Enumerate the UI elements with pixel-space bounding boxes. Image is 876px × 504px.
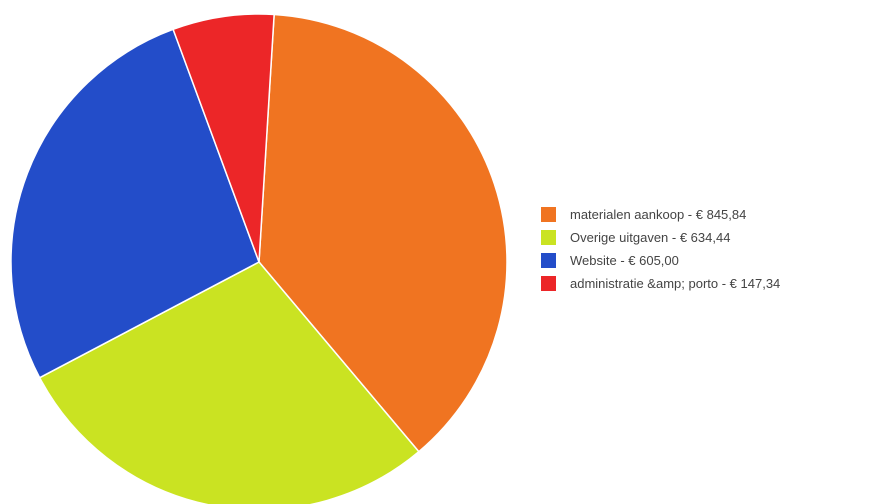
legend-label: Overige uitgaven - € 634,44 bbox=[570, 230, 731, 245]
legend-swatch bbox=[541, 276, 556, 291]
legend-label: materialen aankoop - € 845,84 bbox=[570, 207, 747, 222]
pie-slice-0 bbox=[258, 13, 508, 453]
legend-label: Website - € 605,00 bbox=[570, 253, 679, 268]
legend-item: materialen aankoop - € 845,84 bbox=[541, 203, 780, 226]
pie-slice-2 bbox=[10, 28, 260, 379]
legend-swatch bbox=[541, 230, 556, 245]
pie-slice-1 bbox=[38, 261, 420, 504]
legend-swatch bbox=[541, 253, 556, 268]
legend-label: administratie &amp; porto - € 147,34 bbox=[570, 276, 781, 291]
legend-swatch bbox=[541, 207, 556, 222]
pie-slice-3 bbox=[172, 13, 275, 263]
legend-item: Website - € 605,00 bbox=[541, 249, 780, 272]
chart-legend: materialen aankoop - € 845,84 Overige ui… bbox=[541, 203, 780, 295]
legend-item: administratie &amp; porto - € 147,34 bbox=[541, 272, 780, 295]
legend-item: Overige uitgaven - € 634,44 bbox=[541, 226, 780, 249]
